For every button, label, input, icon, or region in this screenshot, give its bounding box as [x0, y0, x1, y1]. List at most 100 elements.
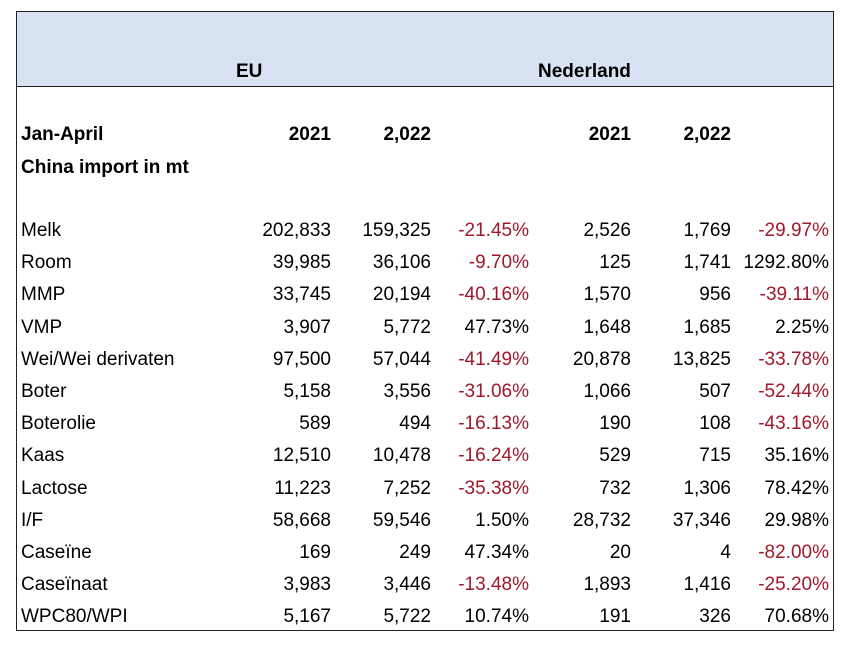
eu-2022-cell: 3,556 — [383, 381, 431, 402]
eu-change-cell: -16.24% — [458, 445, 529, 466]
nl-2022-cell: 326 — [699, 606, 731, 627]
eu-2021-cell: 5,167 — [283, 606, 331, 627]
eu-2021-cell: 58,668 — [272, 510, 331, 531]
nl-change-cell: -25.20% — [758, 574, 829, 595]
nl-2021-cell: 191 — [599, 606, 631, 627]
eu-change-cell: 47.34% — [464, 542, 529, 563]
eu-change-cell: -35.38% — [458, 478, 529, 499]
nl-change-cell: -33.78% — [758, 349, 829, 370]
nl-2022-cell: 1,416 — [683, 574, 731, 595]
nl-change-cell: 2.25% — [775, 317, 829, 338]
product-cell: Lactose — [21, 478, 88, 499]
nl-change-cell: -43.16% — [758, 413, 829, 434]
eu-2021-cell: 3,907 — [283, 317, 331, 338]
nl-2021-cell: 20,878 — [572, 349, 631, 370]
eu-2022-cell: 36,106 — [372, 252, 431, 273]
nl-2022-cell: 956 — [699, 284, 731, 305]
eu-2021-cell: 39,985 — [272, 252, 331, 273]
product-cell: WPC80/WPI — [21, 606, 128, 627]
nl-change-cell: -82.00% — [758, 542, 829, 563]
eu-change-cell: 10.74% — [464, 606, 529, 627]
product-cell: Caseïnaat — [21, 574, 108, 595]
nl-2022-cell: 13,825 — [672, 349, 731, 370]
eu-2021-cell: 12,510 — [272, 445, 331, 466]
eu-2022-cell: 10,478 — [372, 445, 431, 466]
eu-change-cell: -9.70% — [468, 252, 529, 273]
eu-2022-cell: 7,252 — [383, 478, 431, 499]
nl-2022-cell: 108 — [699, 413, 731, 434]
product-cell: Caseïne — [21, 542, 92, 563]
nl-2022-cell: 507 — [699, 381, 731, 402]
product-cell: MMP — [21, 284, 66, 305]
nl-2021-cell: 1,066 — [583, 381, 631, 402]
product-cell: Boterolie — [21, 413, 96, 434]
nl-2022-cell: 1,741 — [683, 252, 731, 273]
eu-change-cell: 1.50% — [475, 510, 529, 531]
eu-2022-cell: 20,194 — [372, 284, 431, 305]
eu-change-cell: -21.45% — [458, 220, 529, 241]
nl-2021-cell: 20 — [609, 542, 631, 563]
nl-change-cell: 70.68% — [764, 606, 829, 627]
nl-2021-cell: 732 — [599, 478, 631, 499]
eu-2022-cell: 5,772 — [383, 317, 431, 338]
product-cell: Wei/Wei derivaten — [21, 349, 175, 370]
nl-change-cell: 29.98% — [764, 510, 829, 531]
product-cell: Melk — [21, 220, 62, 241]
eu-2021-cell: 169 — [299, 542, 331, 563]
nl-2021-cell: 28,732 — [572, 510, 631, 531]
product-cell: Kaas — [21, 445, 65, 466]
nl-2021-cell: 529 — [599, 445, 631, 466]
eu-2022-cell: 3,446 — [383, 574, 431, 595]
product-cell: Room — [21, 252, 72, 273]
eu-2022-cell: 59,546 — [372, 510, 431, 531]
eu-2021-cell: 589 — [299, 413, 331, 434]
eu-2021-cell: 202,833 — [262, 220, 331, 241]
eu-change-cell: -16.13% — [458, 413, 529, 434]
nl-change-cell: 1292.80% — [743, 252, 829, 273]
nl-2022-cell: 1,685 — [683, 317, 731, 338]
nl-2021-cell: 2,526 — [583, 220, 631, 241]
nl-2022-cell: 1,769 — [683, 220, 731, 241]
eu-2021-cell: 11,223 — [274, 478, 331, 499]
product-cell: I/F — [21, 510, 44, 531]
nl-2022-cell: 37,346 — [672, 510, 731, 531]
eu-2022-cell: 5,722 — [383, 606, 431, 627]
data-table: EU Nederland Jan-April China import in m… — [16, 11, 834, 631]
nl-2021-cell: 1,893 — [583, 574, 631, 595]
eu-change-cell: -13.48% — [458, 574, 529, 595]
nl-2022-cell: 4 — [720, 542, 731, 563]
nl-change-cell: -39.11% — [759, 284, 829, 305]
eu-change-cell: -31.06% — [458, 381, 529, 402]
nl-2021-cell: 1,570 — [583, 284, 631, 305]
period-label: Jan-April — [21, 124, 104, 145]
group-header-eu: EU — [236, 61, 263, 82]
nl-change-cell: -29.97% — [758, 220, 829, 241]
eu-2021-cell: 3,983 — [283, 574, 331, 595]
nl-2021-cell: 125 — [599, 252, 631, 273]
nl-2021-cell: 190 — [599, 413, 631, 434]
eu-2022-cell: 159,325 — [362, 220, 431, 241]
eu-2022-cell: 494 — [399, 413, 431, 434]
column-header-eu-2022: 2,022 — [383, 124, 431, 145]
nl-change-cell: 35.16% — [764, 445, 829, 466]
nl-change-cell: 78.42% — [764, 478, 829, 499]
group-header-nederland: Nederland — [538, 61, 631, 82]
nl-2022-cell: 715 — [699, 445, 731, 466]
eu-2022-cell: 249 — [399, 542, 431, 563]
header-band — [17, 12, 833, 87]
nl-2022-cell: 1,306 — [683, 478, 731, 499]
column-header-nl-2021: 2021 — [588, 124, 631, 145]
eu-2021-cell: 33,745 — [272, 284, 331, 305]
eu-2021-cell: 97,500 — [272, 349, 331, 370]
eu-change-cell: 47.73% — [464, 317, 529, 338]
product-cell: VMP — [21, 317, 63, 338]
eu-change-cell: -41.49% — [458, 349, 529, 370]
eu-change-cell: -40.16% — [458, 284, 529, 305]
eu-2022-cell: 57,044 — [372, 349, 431, 370]
subtitle-label: China import in mt — [21, 157, 189, 178]
nl-change-cell: -52.44% — [758, 381, 829, 402]
column-header-nl-2022: 2,022 — [683, 124, 731, 145]
eu-2021-cell: 5,158 — [283, 381, 331, 402]
product-cell: Boter — [21, 381, 67, 402]
column-header-eu-2021: 2021 — [288, 124, 331, 145]
